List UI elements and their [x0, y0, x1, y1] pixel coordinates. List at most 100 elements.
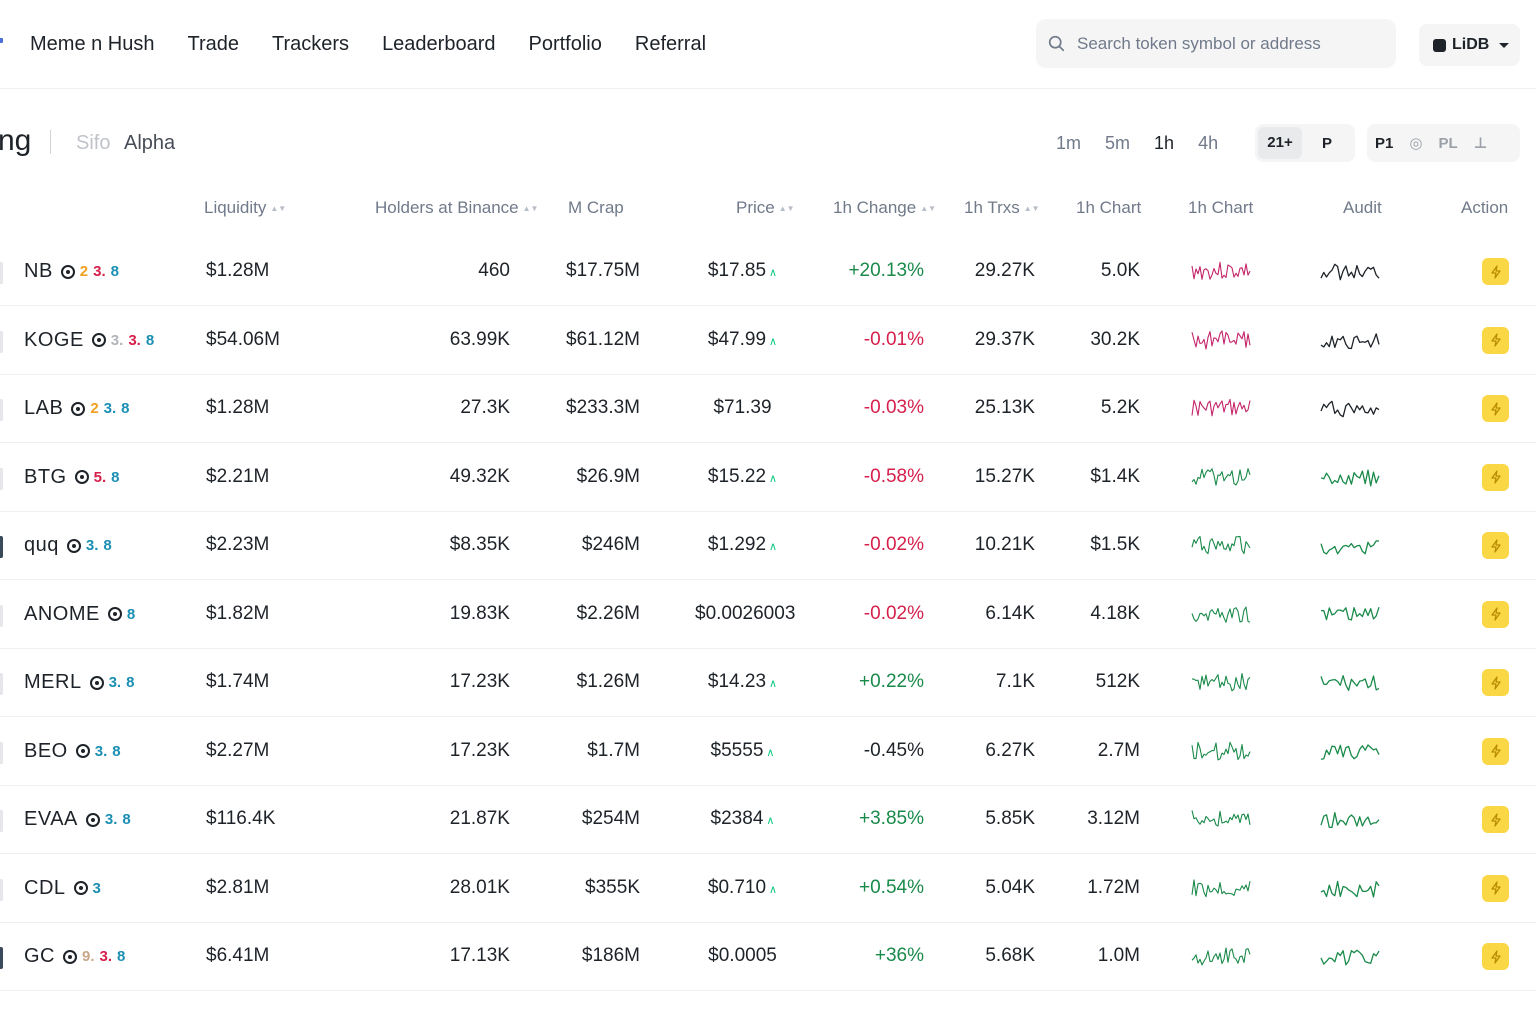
- table-row[interactable]: MERL 3. 8 $1.74M 17.23K $1.26M $14.23 ∧ +0.22% 7.…: [0, 649, 1536, 717]
- volume-value: 30.2K: [1090, 328, 1140, 350]
- table-row[interactable]: ANOME 8 $1.82M 19.83K $2.26M $0.0026003 -0.02%…: [0, 581, 1536, 649]
- quick-buy-button[interactable]: [1482, 806, 1509, 833]
- nav-item-trade[interactable]: Trade: [187, 33, 240, 55]
- filter-24h[interactable]: 21+: [1258, 127, 1302, 159]
- table-row[interactable]: EVAA 3. 8 $116.4K 21.87K $254M $2384 ∧ +3.85% 5.8…: [0, 786, 1536, 854]
- table-row[interactable]: CDL 3 $2.81M 28.01K $355K $0.710 ∧ +0.54% 5.04K 1…: [0, 855, 1536, 923]
- activity-sparkline: [1191, 535, 1251, 555]
- sort-icon: ▲▼: [1023, 204, 1040, 214]
- trxs-value: 29.27K: [974, 260, 1035, 281]
- header-1h-chart-a: 1h Chart: [1076, 198, 1142, 217]
- token-badge-icon: 8: [103, 537, 112, 554]
- trxs-value: 29.37K: [974, 328, 1035, 350]
- token-cell[interactable]: CDL 3: [24, 877, 101, 900]
- timeframe-1h[interactable]: 1h: [1154, 133, 1175, 153]
- quick-buy-button[interactable]: [1482, 463, 1509, 491]
- token-cell[interactable]: MERL 3. 8: [24, 671, 134, 694]
- table-row[interactable]: GC 9. 3. 8 $6.41M 17.13K $186M $0.0005 +36% 5.68K…: [0, 923, 1536, 991]
- quick-buy-button[interactable]: [1482, 600, 1509, 628]
- activity-sparkline: [1191, 606, 1251, 623]
- target-ring-icon: [89, 675, 104, 690]
- quick-buy-button[interactable]: [1482, 258, 1509, 285]
- liquidity-value: $2.23M: [206, 534, 270, 555]
- search-box[interactable]: [1036, 19, 1396, 68]
- table-row[interactable]: quq 3. 8 $2.23M $8.35K $246M $1.292 ∧ -0.02% 10.2…: [0, 512, 1536, 580]
- timeframe-4h[interactable]: 4h: [1198, 133, 1219, 153]
- trxs-value: 25.13K: [974, 397, 1035, 418]
- filter-bottom[interactable]: ⊥: [1473, 135, 1488, 152]
- sort-icon: ▲▼: [920, 204, 937, 214]
- table-row[interactable]: NB 2 3. 8 $1.28M 460 $17.75M $17.85 ∧ +20.13% 29.2…: [0, 238, 1536, 306]
- nav-item-trackers[interactable]: Trackers: [272, 33, 350, 55]
- holders-value: 19.83K: [449, 602, 510, 624]
- token-cell[interactable]: NB 2 3. 8: [24, 260, 119, 283]
- header-mcap[interactable]: M Crap: [568, 198, 624, 217]
- nav-item-portfolio[interactable]: Portfolio: [528, 33, 602, 55]
- lightning-icon: [1490, 470, 1501, 484]
- token-badge-icon: 2: [90, 400, 99, 417]
- token-badges: 3: [73, 880, 101, 897]
- chain-icon: [1433, 38, 1446, 52]
- table-row[interactable]: BTG 5. 8 $2.21M 49.32K $26.9M $15.22 ∧ -0.58% 15.…: [0, 444, 1536, 512]
- table-row[interactable]: LAB 2 3. 8 $1.28M 27.3K $233.3M $71.39 -0.03% 25.…: [0, 375, 1536, 443]
- table-row[interactable]: KOGE 3. 3. 8 $54.06M 63.99K $61.12M $47.99 ∧ -0.0…: [0, 307, 1536, 375]
- target-ring-icon: [73, 881, 88, 895]
- tab-alpha[interactable]: Alpha: [124, 132, 176, 154]
- filter-p1[interactable]: P1: [1375, 134, 1394, 152]
- token-badge-icon: 3.: [93, 263, 106, 280]
- header-price[interactable]: Price ▲▼: [736, 198, 795, 217]
- market-cap-value: $233.3M: [566, 397, 640, 418]
- table-row[interactable]: BEO 3. 8 $2.27M 17.23K $1.7M $5555 ∧ -0.45% 6.27K…: [0, 718, 1536, 786]
- price-sparkline: [1320, 400, 1380, 418]
- quick-buy-button[interactable]: [1482, 669, 1509, 696]
- token-cell[interactable]: LAB 2 3. 8: [24, 397, 130, 420]
- row-edge-marker: [0, 741, 3, 764]
- filter-p[interactable]: P: [1321, 134, 1332, 152]
- price-cell: $5555 ∧: [695, 740, 790, 762]
- row-edge-marker: [0, 467, 3, 490]
- filter-ring-icon[interactable]: ◎: [1409, 135, 1423, 152]
- token-badge-icon: 3.: [85, 537, 99, 554]
- tab-sifo[interactable]: Sifo: [76, 132, 111, 154]
- token-badge-icon: 3.: [94, 742, 108, 760]
- quick-buy-button[interactable]: [1482, 532, 1509, 559]
- token-cell[interactable]: BEO 3. 8: [24, 740, 121, 763]
- nav-item-meme-rush[interactable]: Meme n Hush: [30, 33, 155, 55]
- price-cell: $71.39: [695, 397, 790, 419]
- filter-pl[interactable]: PL: [1438, 134, 1458, 152]
- header-1h-change[interactable]: 1h Change ▲▼: [833, 198, 937, 217]
- price-up-icon: ∧: [769, 541, 778, 553]
- lightning-icon: [1490, 881, 1501, 895]
- token-cell[interactable]: BTG 5. 8: [24, 466, 119, 489]
- token-cell[interactable]: GC 9. 3. 8: [24, 945, 125, 968]
- quick-buy-button[interactable]: [1482, 874, 1509, 902]
- nav-item-leaderboard[interactable]: Leaderboard: [382, 33, 496, 55]
- chain-selector-button[interactable]: LiDB: [1419, 24, 1520, 66]
- header-holders[interactable]: Holders at Binance ▲▼: [375, 198, 539, 217]
- filter-group-secondary: P1 ◎ PL ⊥: [1367, 124, 1520, 162]
- volume-value: 1.0M: [1097, 945, 1140, 966]
- activity-sparkline: [1191, 810, 1251, 827]
- change-value: +3.85%: [859, 808, 924, 829]
- header-liquidity[interactable]: Liquidity ▲▼: [204, 198, 287, 217]
- trxs-value: 15.27K: [974, 465, 1035, 487]
- token-cell[interactable]: KOGE 3. 3. 8: [24, 329, 154, 352]
- quick-buy-button[interactable]: [1482, 943, 1509, 970]
- change-value: -0.45%: [863, 739, 924, 761]
- search-input[interactable]: [1077, 33, 1377, 54]
- lightning-icon: [1490, 949, 1501, 964]
- quick-buy-button[interactable]: [1482, 326, 1509, 354]
- top-navigation-bar: Meme n Hush Trade Trackers Leaderboard P…: [0, 0, 1536, 89]
- token-cell[interactable]: ANOME 8: [24, 603, 135, 626]
- quick-buy-button[interactable]: [1482, 395, 1509, 422]
- nav-item-referral[interactable]: Referral: [634, 33, 707, 55]
- token-badge-icon: 8: [111, 468, 120, 486]
- token-cell[interactable]: EVAA 3. 8: [24, 808, 131, 831]
- lightning-icon: [1490, 675, 1501, 690]
- token-cell[interactable]: quq 3. 8: [24, 534, 112, 557]
- timeframe-1m[interactable]: 1m: [1056, 133, 1082, 153]
- quick-buy-button[interactable]: [1482, 737, 1509, 765]
- timeframe-5m[interactable]: 5m: [1105, 133, 1131, 153]
- holders-value: 17.23K: [449, 739, 510, 761]
- header-1h-trxs[interactable]: 1h Trxs ▲▼: [964, 198, 1040, 217]
